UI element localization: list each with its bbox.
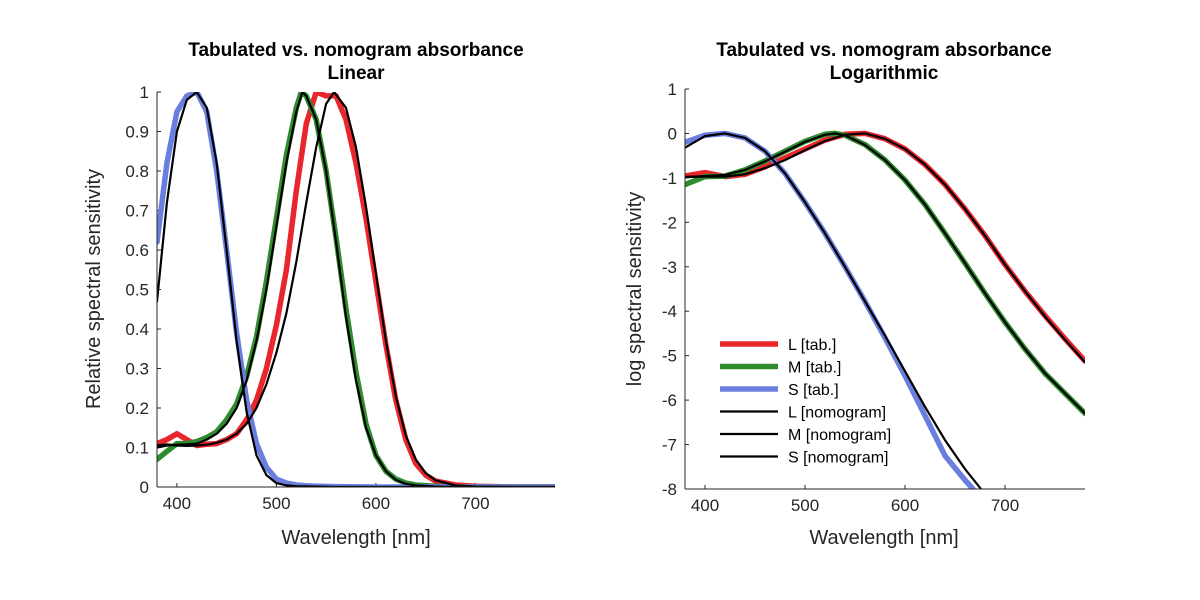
axes-frame (156, 92, 555, 488)
y-tick-label: 0.6 (125, 241, 149, 260)
legend-label: S [nomogram] (788, 450, 888, 467)
series-line-m-nomogram (685, 132, 1085, 415)
y-tick-label: 1 (140, 83, 149, 102)
legend: L [tab.] M [tab.] S [tab.] L [nomogram] M [n… (720, 337, 891, 467)
y-tick-label: -4 (662, 302, 677, 321)
y-tick-label: 0.2 (125, 399, 149, 418)
y-tick-label: 0.5 (125, 281, 149, 300)
legend-label: L [nomogram] (788, 405, 886, 422)
series-line-m-nomogram (157, 92, 555, 487)
y-tick-label: -7 (662, 436, 677, 455)
axis-ticks: 400 500 600 700 0 0.1 0.2 0.3 0.4 0.5 0.6 0.7 0.8 0.9… (125, 83, 489, 513)
chart-title: Tabulated vs. nomogram absorbance (716, 40, 1051, 61)
legend-entry: M [tab.] (720, 360, 841, 377)
axes-frame (684, 89, 1085, 490)
linear-chart-panel: Tabulated vs. nomogram absorbance Linear… (83, 40, 555, 549)
y-tick-label: 0.3 (125, 360, 149, 379)
y-tick-label: -6 (662, 391, 677, 410)
legend-entry: S [nomogram] (720, 450, 888, 467)
y-tick-label: -2 (662, 213, 677, 232)
y-tick-label: 0 (668, 124, 677, 143)
x-tick-label: 500 (262, 494, 290, 513)
y-tick-label: -1 (662, 169, 677, 188)
legend-label: M [tab.] (788, 360, 841, 377)
x-tick-label: 400 (691, 496, 719, 515)
legend-entry: L [tab.] (720, 337, 836, 354)
x-axis-label: Wavelength [nm] (809, 527, 958, 549)
y-axis-label: Relative spectral sensitivity (83, 169, 105, 409)
x-tick-label: 600 (891, 496, 919, 515)
legend-label: M [nomogram] (788, 427, 891, 444)
legend-entry: S [tab.] (720, 382, 839, 399)
x-tick-label: 500 (791, 496, 819, 515)
log-chart-panel: Tabulated vs. nomogram absorbance Logari… (624, 40, 1085, 549)
axis-ticks: 400 500 600 700 -8 -7 -6 -5 -4 -3 -2 -1 0 1 (662, 80, 1019, 515)
y-tick-label: 1 (668, 80, 677, 99)
chart-title: Tabulated vs. nomogram absorbance (188, 40, 523, 61)
y-tick-label: -8 (662, 480, 677, 499)
y-tick-label: 0.9 (125, 123, 149, 142)
chart-subtitle: Logarithmic (830, 63, 939, 84)
series-line-l-nomogram (157, 92, 555, 487)
y-tick-label: 0 (140, 478, 149, 497)
y-tick-label: 0.1 (125, 439, 149, 458)
y-tick-label: -5 (662, 347, 677, 366)
series-line-l-nomogram (685, 132, 1085, 364)
y-tick-label: 0.7 (125, 202, 149, 221)
y-tick-label: 0.4 (125, 320, 149, 339)
plot-lines (685, 130, 1085, 489)
legend-entry: M [nomogram] (720, 427, 891, 444)
x-tick-label: 700 (991, 496, 1019, 515)
x-tick-label: 600 (362, 494, 390, 513)
legend-label: S [tab.] (788, 382, 839, 399)
legend-label: L [tab.] (788, 337, 836, 354)
legend-entry: L [nomogram] (720, 405, 886, 422)
chart-subtitle: Linear (327, 63, 385, 84)
x-axis-label: Wavelength [nm] (281, 527, 430, 549)
x-tick-label: 700 (461, 494, 489, 513)
y-tick-label: 0.8 (125, 162, 149, 181)
y-tick-label: -3 (662, 258, 677, 277)
x-tick-label: 400 (163, 494, 191, 513)
y-axis-label: log spectral sensitivity (624, 192, 646, 387)
series-line-s-nomogram (685, 132, 983, 489)
plot-lines (157, 92, 555, 487)
